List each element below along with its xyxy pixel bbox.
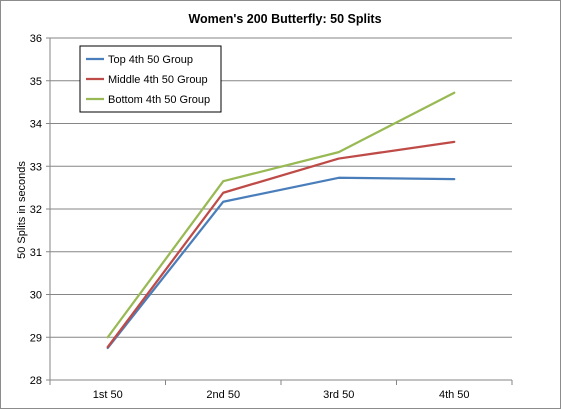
y-tick-label: 30 [30, 290, 42, 302]
legend-label: Middle 4th 50 Group [108, 74, 208, 86]
x-tick-label: 3rd 50 [323, 389, 354, 401]
y-tick-label: 33 [30, 161, 42, 173]
legend-label: Top 4th 50 Group [108, 54, 193, 66]
y-tick-label: 34 [30, 119, 42, 131]
chart-title: Women's 200 Butterfly: 50 Splits [188, 12, 381, 26]
legend: Top 4th 50 Group Middle 4th 50 Group Botto… [79, 45, 222, 113]
y-tick-label: 35 [30, 76, 42, 88]
x-tick-label: 4th 50 [439, 389, 470, 401]
series-lines [106, 91, 456, 350]
x-tick-label: 1st 50 [93, 389, 123, 401]
x-tick-label: 2nd 50 [206, 389, 240, 401]
y-tick-label: 36 [30, 33, 42, 45]
y-tick-label: 28 [30, 375, 42, 387]
series-line-1 [106, 176, 456, 350]
y-tick-label: 32 [30, 204, 42, 216]
y-tick-label: 29 [30, 332, 42, 344]
y-tick-label: 31 [30, 247, 42, 259]
series-line-2 [106, 140, 456, 349]
series-line-3 [106, 91, 456, 339]
axes: 28 29 30 31 32 33 34 35 36 1st 50 2nd 50 3rd 50 4th … [30, 33, 513, 401]
legend-label: Bottom 4th 50 Group [108, 94, 210, 106]
y-axis-label: 50 Splits in seconds [16, 161, 28, 259]
